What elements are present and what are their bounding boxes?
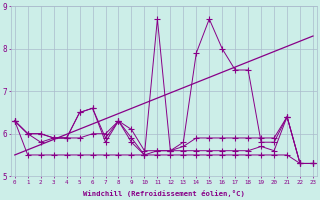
X-axis label: Windchill (Refroidissement éolien,°C): Windchill (Refroidissement éolien,°C) bbox=[83, 190, 245, 197]
